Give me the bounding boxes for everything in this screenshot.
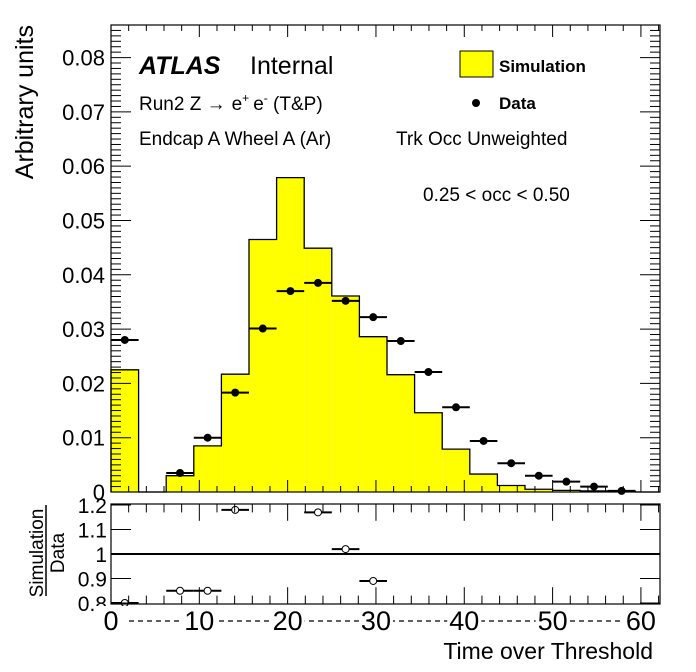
ratio-point xyxy=(203,586,212,595)
ratio-point xyxy=(314,508,322,517)
data-point-3 xyxy=(203,433,212,442)
data-point-15 xyxy=(534,471,543,480)
process-label: Run2 Z → e+ e- (T&P) xyxy=(139,91,323,115)
process-e2: e xyxy=(253,94,264,115)
sim-bar-14 xyxy=(497,485,525,492)
main-y-tick-label: 0.03 xyxy=(62,317,105,342)
region-label: Endcap A Wheel A (Ar) xyxy=(139,129,331,150)
x-tick-label-bg xyxy=(182,606,217,632)
x-tick-label-bg xyxy=(535,606,570,632)
data-points xyxy=(111,278,636,495)
ratio-y-tick-label: 1.1 xyxy=(78,520,107,543)
data-point-13 xyxy=(479,436,488,445)
data-point-18 xyxy=(617,486,626,495)
data-point-7 xyxy=(314,278,322,287)
legend-data-marker xyxy=(472,99,480,107)
main-y-tick-label: 0.06 xyxy=(62,154,105,179)
ratio-point xyxy=(341,545,350,554)
ratio-point xyxy=(231,505,240,514)
ratio-y-label-denominator: Data xyxy=(48,533,69,574)
main-y-tick-label: 0.08 xyxy=(62,46,105,71)
data-point-17 xyxy=(590,482,598,491)
x-tick-label: 50 xyxy=(538,606,568,636)
x-tick-label-bg xyxy=(623,606,658,632)
legend: Simulation Data xyxy=(459,50,586,113)
sim-bar-15 xyxy=(525,489,553,492)
data-point-11 xyxy=(424,367,433,376)
legend-simulation-swatch xyxy=(459,50,494,78)
sim-bar-6 xyxy=(276,177,305,492)
main-y-tick-label: 0.01 xyxy=(62,426,105,451)
weighting-label: Trk Occ Unweighted xyxy=(396,129,567,150)
main-y-tick-label: 0 xyxy=(93,480,105,505)
x-tick-label: 60 xyxy=(626,606,656,636)
x-tick-label: 30 xyxy=(361,606,391,636)
x-tick-label-bg xyxy=(94,606,128,632)
process-e2-sup: - xyxy=(264,91,268,105)
sim-bar-0 xyxy=(111,369,139,492)
y-axis-label: Arbitrary units xyxy=(11,25,39,179)
data-point-16 xyxy=(562,477,571,486)
data-point-0 xyxy=(120,335,129,344)
process-prefix: Run2 Z xyxy=(139,94,207,115)
main-axis-ticks xyxy=(110,25,660,493)
sim-outline xyxy=(110,176,660,493)
ratio-points xyxy=(111,505,387,607)
data-point-5 xyxy=(258,324,267,333)
x-tick-label: 20 xyxy=(273,606,303,636)
sim-bar-12 xyxy=(442,449,470,492)
sim-bar-8 xyxy=(331,295,360,492)
main-y-tick-label: 0.07 xyxy=(62,100,105,125)
x-tick-label: 10 xyxy=(184,606,214,636)
process-e1-sup: + xyxy=(242,91,249,105)
sim-bar-16 xyxy=(552,490,581,492)
ratio-y-axis-label: Simulation Data xyxy=(27,505,69,597)
ratio-y-label-numerator: Simulation xyxy=(27,509,48,598)
data-point-2 xyxy=(176,468,184,477)
sim-bar-10 xyxy=(387,374,415,492)
x-tick-label-bg xyxy=(270,606,305,632)
data-point-10 xyxy=(396,337,405,346)
ratio-point xyxy=(369,576,378,585)
process-e1: e xyxy=(232,94,243,115)
x-tick-label-bg xyxy=(358,606,393,632)
x-tick-label: 40 xyxy=(449,606,479,636)
sim-bar-3 xyxy=(193,445,222,492)
ratio-y-tick-label: 1.2 xyxy=(78,495,107,518)
sim-bar-11 xyxy=(414,412,443,492)
x-tick-labels: 0 10 20 30 40 50 60 xyxy=(94,606,658,636)
main-y-tick-label: 0.02 xyxy=(62,371,105,396)
sim-bar-5 xyxy=(249,239,277,492)
ratio-y-tick-labels: 0.80.911.11.2 xyxy=(78,495,107,616)
occ-range-label: 0.25 < occ < 0.50 xyxy=(423,185,570,206)
x-tick-label-bg xyxy=(447,606,482,632)
ratio-point xyxy=(176,586,184,595)
sim-bar-7 xyxy=(304,248,332,492)
legend-simulation-label: Simulation xyxy=(499,57,586,76)
data-point-6 xyxy=(286,287,295,296)
ratio-y-tick-label: 0.9 xyxy=(78,569,107,592)
sim-bar-9 xyxy=(359,336,387,492)
main-y-tick-label: 0.05 xyxy=(62,208,105,233)
data-point-9 xyxy=(369,313,378,322)
legend-data-label: Data xyxy=(499,94,536,113)
simulation-histogram xyxy=(110,176,660,493)
ratio-y-tick-label: 1 xyxy=(95,544,107,567)
arrow-icon: → xyxy=(207,94,226,115)
main-y-tick-label: 0.04 xyxy=(62,263,105,288)
atlas-status-label: Internal xyxy=(250,52,333,80)
data-point-4 xyxy=(231,388,240,397)
data-point-14 xyxy=(507,459,516,468)
ratio-axis-ticks xyxy=(110,504,660,604)
sim-bar-13 xyxy=(469,474,498,492)
process-suffix: (T&P) xyxy=(268,94,323,115)
x-axis-label: Time over Threshold xyxy=(443,638,653,664)
data-point-8 xyxy=(341,296,350,305)
main-y-tick-labels: 0 0.01 0.02 0.03 0.04 0.05 0.06 0.07 0.08 xyxy=(62,46,105,505)
data-point-12 xyxy=(452,403,460,412)
atlas-label: ATLAS xyxy=(138,52,221,80)
sim-bar-2 xyxy=(166,475,194,492)
x-tick-label: 0 xyxy=(103,606,118,636)
